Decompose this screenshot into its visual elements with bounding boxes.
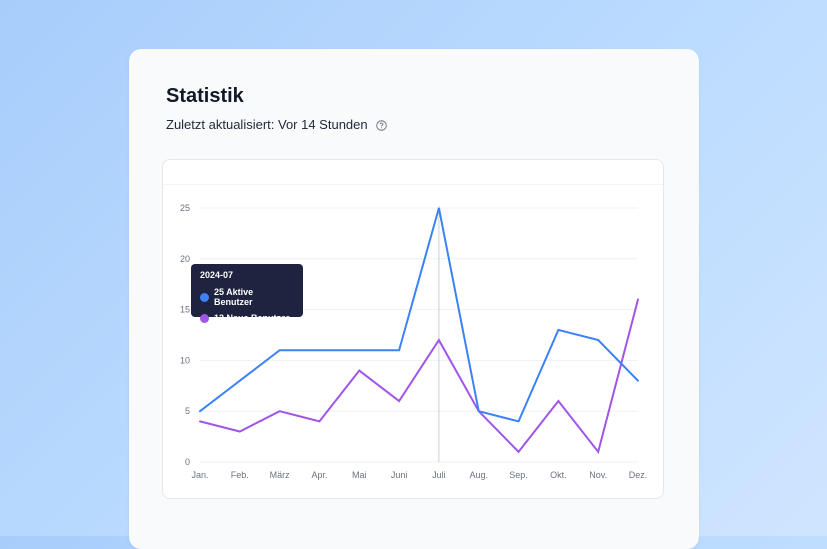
x-tick-label: Aug. [469, 470, 488, 480]
x-tick-label: Juni [391, 470, 408, 480]
x-tick-label: Juli [432, 470, 446, 480]
tooltip-active-label: 25 Aktive Benutzer [214, 287, 254, 307]
x-tick-label: Feb. [231, 470, 249, 480]
x-tick-label: Okt. [550, 470, 567, 480]
x-tick-label: Apr. [311, 470, 327, 480]
x-tick-label: Nov. [589, 470, 607, 480]
last-updated-text: Zuletzt aktualisiert: Vor 14 Stunden [166, 117, 368, 132]
tooltip-title: 2024-07 [200, 270, 234, 280]
last-updated-row: Zuletzt aktualisiert: Vor 14 Stunden [166, 117, 387, 132]
y-tick-label: 0 [185, 457, 190, 467]
series-line-new-users [199, 298, 639, 455]
x-tick-label: Sep. [509, 470, 528, 480]
chart-container: 0 5 10 15 20 25 Jan. Feb. März Apr. Mai Juni Juli Aug… [162, 159, 664, 499]
y-tick-label: 20 [180, 254, 190, 264]
active-users-dot-icon [200, 292, 209, 302]
series-line-active-users [199, 207, 639, 423]
y-tick-label: 15 [180, 305, 190, 315]
new-users-dot-icon [200, 313, 209, 323]
x-tick-label: Mai [352, 470, 367, 480]
x-tick-label: Dez. [629, 470, 648, 480]
x-tick-label: Jan. [191, 470, 208, 480]
page-title: Statistik [166, 85, 244, 107]
line-chart[interactable]: 0 5 10 15 20 25 Jan. Feb. März Apr. Mai Juni Juli Aug… [163, 160, 663, 498]
tooltip-row-new: 12 Neue Benutzer [200, 313, 294, 323]
chart-tooltip: 2024-07 25 Aktive Benutzer 12 Neue Benut… [191, 264, 303, 323]
help-circle-icon[interactable] [375, 119, 387, 131]
tooltip-new-label: 12 Neue Benutzer [214, 313, 290, 323]
y-tick-label: 5 [185, 406, 190, 416]
y-tick-label: 10 [180, 355, 190, 365]
statistics-card: Statistik Zuletzt aktualisiert: Vor 14 S… [129, 49, 699, 549]
x-tick-label: März [270, 470, 290, 480]
chart-header-divider [163, 184, 663, 185]
y-tick-label: 25 [180, 203, 190, 213]
tooltip-row-active: 25 Aktive Benutzer [200, 287, 294, 307]
